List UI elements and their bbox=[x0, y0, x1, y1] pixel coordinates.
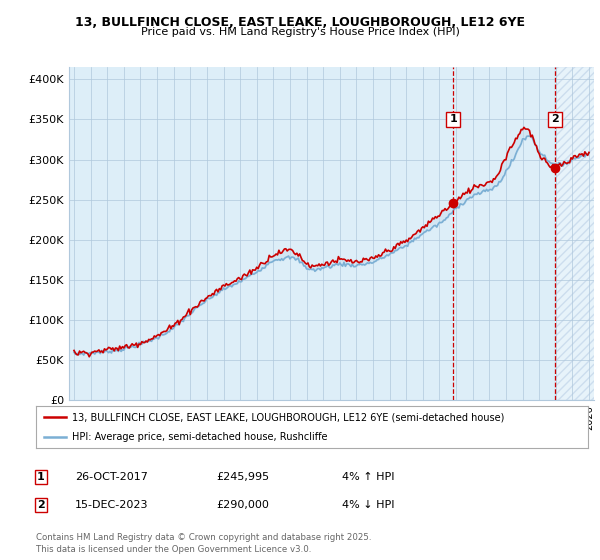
Text: 2: 2 bbox=[551, 114, 559, 124]
Text: 4% ↓ HPI: 4% ↓ HPI bbox=[342, 500, 395, 510]
Text: 15-DEC-2023: 15-DEC-2023 bbox=[75, 500, 149, 510]
Bar bbox=[555, 67, 600, 400]
Text: HPI: Average price, semi-detached house, Rushcliffe: HPI: Average price, semi-detached house,… bbox=[72, 432, 328, 442]
Text: 1: 1 bbox=[37, 472, 44, 482]
Bar bbox=[555, 67, 600, 400]
Text: Price paid vs. HM Land Registry's House Price Index (HPI): Price paid vs. HM Land Registry's House … bbox=[140, 27, 460, 37]
Text: 1: 1 bbox=[449, 114, 457, 124]
Text: 13, BULLFINCH CLOSE, EAST LEAKE, LOUGHBOROUGH, LE12 6YE: 13, BULLFINCH CLOSE, EAST LEAKE, LOUGHBO… bbox=[75, 16, 525, 29]
Text: Contains HM Land Registry data © Crown copyright and database right 2025.
This d: Contains HM Land Registry data © Crown c… bbox=[36, 533, 371, 554]
Text: 4% ↑ HPI: 4% ↑ HPI bbox=[342, 472, 395, 482]
Text: 13, BULLFINCH CLOSE, EAST LEAKE, LOUGHBOROUGH, LE12 6YE (semi-detached house): 13, BULLFINCH CLOSE, EAST LEAKE, LOUGHBO… bbox=[72, 412, 504, 422]
Text: 26-OCT-2017: 26-OCT-2017 bbox=[75, 472, 148, 482]
Text: 2: 2 bbox=[37, 500, 44, 510]
Text: £245,995: £245,995 bbox=[216, 472, 269, 482]
Text: £290,000: £290,000 bbox=[216, 500, 269, 510]
